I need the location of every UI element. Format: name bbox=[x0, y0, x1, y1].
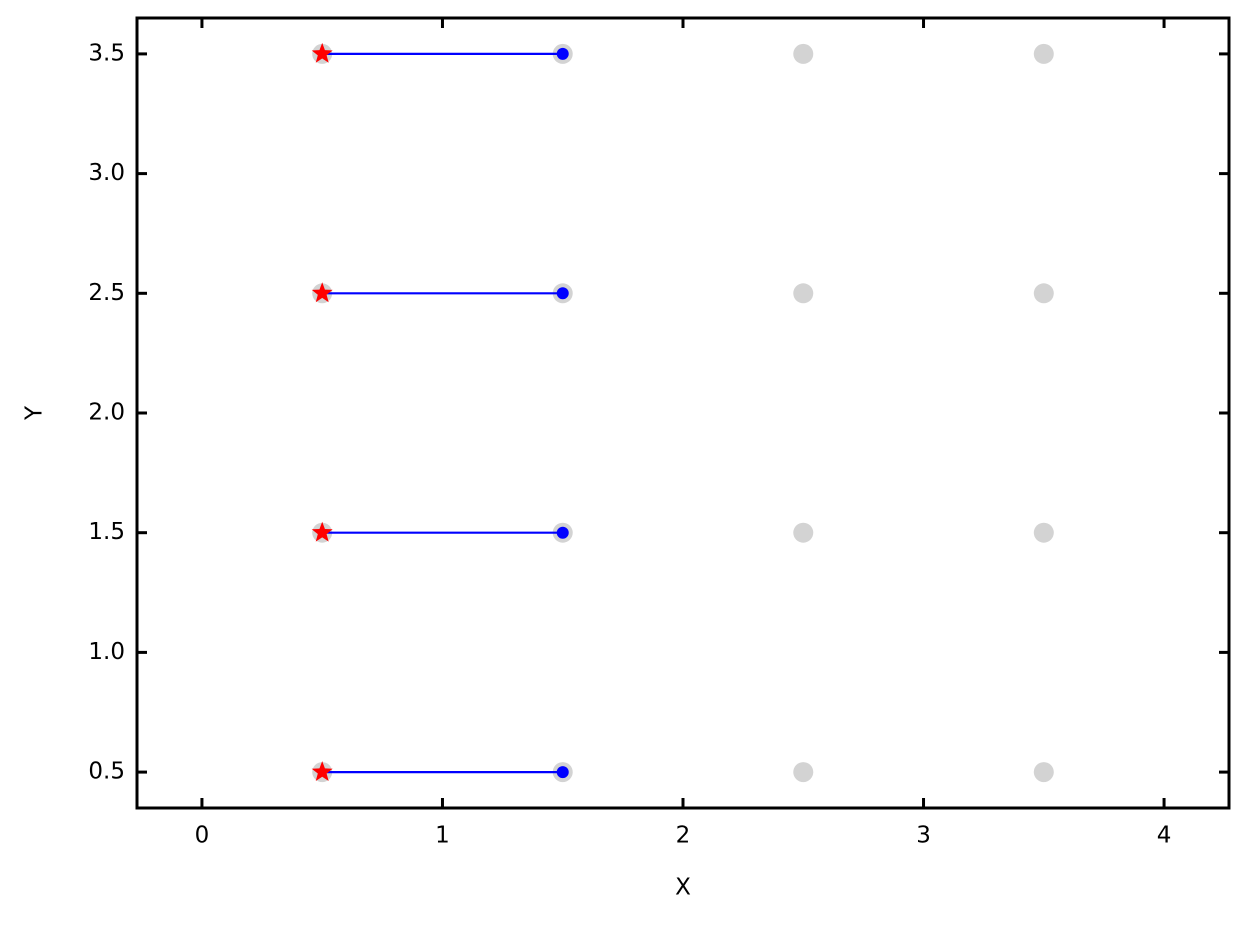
line-segment bbox=[322, 52, 563, 774]
y-tick-label: 3.0 bbox=[88, 160, 125, 186]
y-axis-label: Y bbox=[22, 405, 48, 421]
x-tick-label: 1 bbox=[435, 823, 450, 849]
x-tick-label: 4 bbox=[1157, 823, 1172, 849]
grid-point bbox=[793, 283, 814, 304]
y-tick-label: 2.5 bbox=[88, 280, 125, 306]
grid-point bbox=[793, 762, 814, 783]
dot-marker bbox=[556, 287, 569, 300]
grid-point bbox=[793, 43, 814, 64]
y-tick-label: 3.5 bbox=[88, 40, 125, 66]
x-tick-label: 2 bbox=[676, 823, 691, 849]
x-tick-label: 0 bbox=[195, 823, 210, 849]
star-marker bbox=[311, 282, 333, 303]
y-tick-label: 1.0 bbox=[88, 639, 125, 665]
grid-point bbox=[1033, 43, 1054, 64]
grid-point bbox=[1033, 762, 1054, 783]
star-marker bbox=[311, 42, 333, 63]
x-axis-label: X bbox=[675, 875, 691, 901]
grid-point bbox=[1033, 283, 1054, 304]
grid-point bbox=[1033, 522, 1054, 543]
star-marker bbox=[311, 521, 333, 542]
star-marker bbox=[311, 761, 333, 781]
dot-marker bbox=[556, 526, 569, 539]
y-tick-label: 1.5 bbox=[88, 519, 125, 545]
plot-frame bbox=[135, 16, 1231, 810]
y-tick-label: 2.0 bbox=[88, 400, 125, 426]
dot-marker bbox=[556, 766, 569, 779]
grid-point bbox=[793, 522, 814, 543]
dot-marker bbox=[556, 47, 569, 60]
y-tick-label: 0.5 bbox=[88, 759, 125, 785]
x-tick-label: 3 bbox=[916, 823, 931, 849]
